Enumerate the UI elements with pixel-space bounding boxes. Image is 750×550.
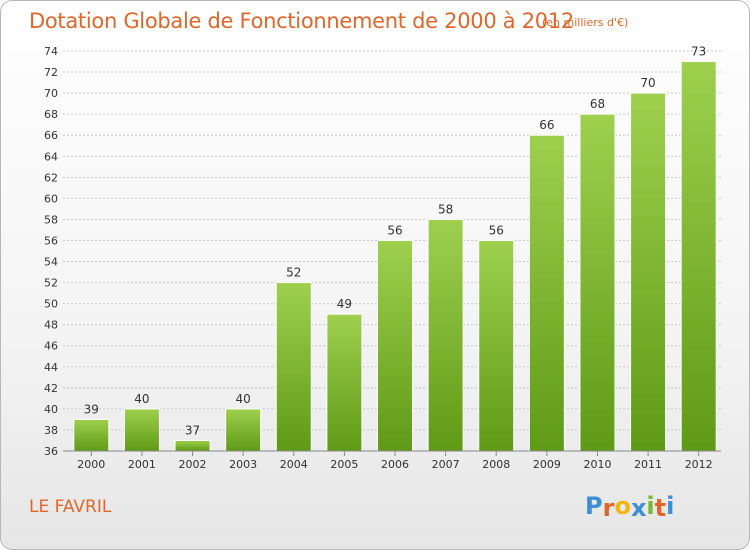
proxiti-logo: Proxiti: [585, 492, 675, 522]
y-tick-label: 68: [44, 108, 58, 121]
bar: [630, 92, 667, 452]
bars: [73, 61, 717, 452]
y-tick-label: 54: [44, 256, 58, 269]
data-label: 40: [236, 392, 251, 406]
y-tick-label: 70: [44, 87, 58, 100]
y-tick-label: 74: [44, 45, 58, 58]
data-label: 52: [286, 266, 301, 280]
data-label: 56: [387, 223, 402, 237]
data-labels: 39 40 37 40 52 49 56 58 56 66 68 70 73: [84, 45, 707, 438]
bar: [326, 313, 363, 452]
y-tick-label: 58: [44, 213, 58, 226]
chart-title: Dotation Globale de Fonctionnement de 20…: [29, 9, 574, 33]
bar: [528, 134, 565, 452]
x-tick-label: 2002: [179, 458, 207, 471]
bar: [427, 218, 464, 452]
data-label: 49: [337, 297, 352, 311]
y-tick-label: 38: [44, 424, 58, 437]
x-tick-label: 2010: [583, 458, 611, 471]
x-tick-label: 2004: [280, 458, 308, 471]
x-tick-label: 2012: [685, 458, 713, 471]
y-tick-label: 66: [44, 129, 58, 142]
bar: [123, 408, 160, 452]
y-tick-label: 42: [44, 382, 58, 395]
x-tick-label: 2008: [482, 458, 510, 471]
y-tick-label: 64: [44, 150, 58, 163]
x-tick-label: 2003: [229, 458, 257, 471]
y-tick-label: 40: [44, 403, 58, 416]
logo-letter: o: [614, 492, 631, 520]
bar: [377, 239, 413, 452]
data-label: 70: [640, 76, 655, 90]
bar: [680, 61, 717, 452]
logo-letter: t: [654, 494, 667, 522]
data-label: 39: [84, 402, 99, 416]
bar: [174, 439, 211, 452]
y-axis-ticks: 36 38 40 42 44 46 48 50 52 54 56 58 60 62 64 66 68 70 72 74: [44, 45, 58, 458]
x-tick-label: 2005: [330, 458, 358, 471]
y-tick-label: 56: [44, 234, 58, 247]
logo-letter: x: [630, 494, 647, 522]
x-tick-label: 2001: [128, 458, 156, 471]
data-label: 68: [590, 97, 605, 111]
logo-letter: i: [666, 492, 675, 520]
data-label: 40: [134, 392, 149, 406]
x-tick-label: 2011: [634, 458, 662, 471]
data-label: 58: [438, 202, 453, 216]
data-label: 66: [539, 118, 554, 132]
y-tick-label: 60: [44, 192, 58, 205]
y-tick-label: 50: [44, 298, 58, 311]
data-label: 56: [489, 223, 504, 237]
bar: [275, 282, 312, 452]
x-tick-label: 2006: [381, 458, 409, 471]
x-tick-label: 2009: [533, 458, 561, 471]
x-tick-label: 2000: [77, 458, 105, 471]
y-tick-label: 36: [44, 445, 58, 458]
bar: [478, 239, 515, 452]
data-label: 73: [691, 45, 706, 59]
logo-letter: r: [602, 494, 615, 522]
bar: [579, 113, 616, 452]
commune-name: LE FAVRIL: [29, 497, 112, 517]
y-tick-label: 72: [44, 66, 58, 79]
logo-letter: i: [646, 492, 655, 520]
x-axis-ticks: 2000 2001 2002 2003 2004 2005 2006 2007 2008 2009…: [77, 451, 713, 471]
y-tick-label: 46: [44, 340, 58, 353]
logo-letter: P: [585, 492, 603, 520]
bar: [225, 408, 262, 452]
y-tick-label: 44: [44, 361, 58, 374]
y-tick-label: 48: [44, 319, 58, 332]
data-label: 37: [185, 423, 200, 437]
y-tick-label: 52: [44, 277, 58, 290]
x-tick-label: 2007: [432, 458, 460, 471]
bar: [73, 418, 110, 452]
chart-subtitle: (en milliers d'€): [542, 16, 629, 29]
y-tick-label: 62: [44, 171, 58, 184]
